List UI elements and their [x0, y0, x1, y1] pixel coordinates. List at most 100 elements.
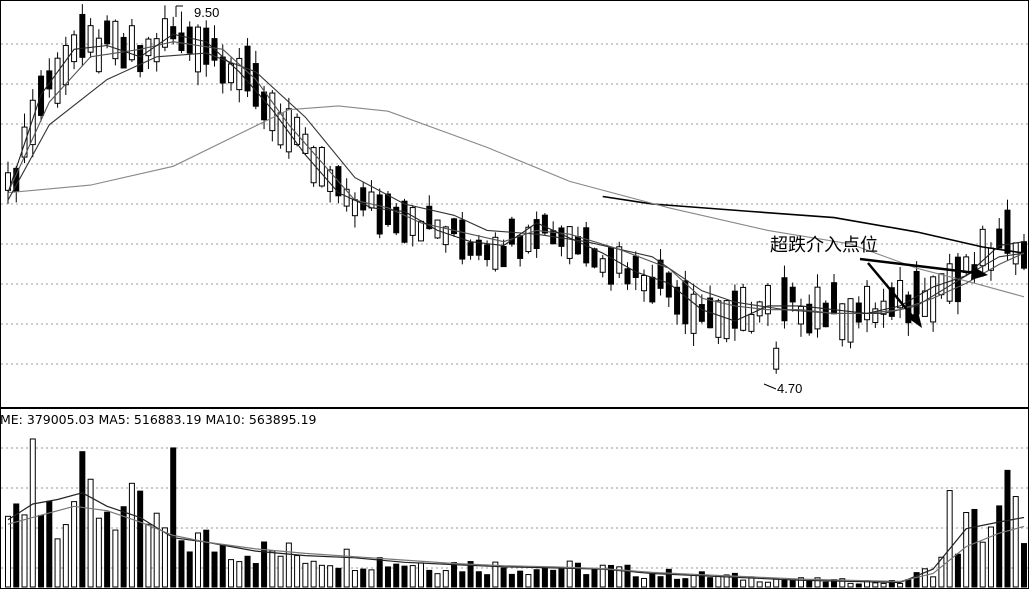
candle-body [29, 99, 36, 146]
candle-body [318, 146, 325, 187]
candle-body [252, 63, 259, 107]
volume-bar [442, 570, 449, 588]
volume-bar [178, 540, 185, 588]
volume-ma-lines [7, 492, 1025, 584]
volume-bar [814, 577, 821, 588]
candle-body [748, 313, 755, 332]
annotation-label: 超跌介入点位 [770, 235, 878, 255]
volume-bar [492, 561, 499, 588]
volume-bar [566, 560, 573, 588]
candle-body [773, 347, 780, 370]
volume-bar [62, 524, 69, 588]
volume-bar [599, 564, 606, 588]
volume-bar [393, 563, 400, 588]
volume-bar [649, 573, 656, 588]
volume-bar [781, 579, 788, 588]
volume-bar [467, 561, 474, 588]
annotation-arrow-down [867, 262, 915, 319]
candle-body [649, 276, 656, 303]
candle-body [641, 274, 648, 292]
candle-body [79, 13, 86, 58]
candle-body [574, 236, 581, 255]
volume-bar [71, 501, 78, 588]
candle-body [153, 38, 160, 63]
volume-bar [335, 567, 342, 588]
volume-bar [533, 569, 540, 588]
price-panel: 9.50 4.70 超跌介入点位 [0, 0, 1029, 408]
volume-bar [905, 579, 912, 588]
candle-body [624, 268, 631, 285]
volume-bar [120, 506, 127, 588]
candle-body [806, 303, 813, 334]
annotation-arrow-right [859, 257, 977, 275]
volume-bar [1004, 469, 1011, 588]
volume-bar [550, 569, 557, 588]
volume-bar [418, 562, 425, 588]
volume-bar [946, 490, 953, 588]
annotation: 超跌介入点位 [770, 235, 988, 328]
ma-line [7, 52, 1025, 314]
volume-panel: ME: 379005.03 MA5: 516883.19 MA10: 56389… [0, 408, 1029, 589]
volume-bar [731, 572, 738, 588]
candle-body [393, 206, 400, 234]
candle-body [71, 34, 78, 63]
low-marker-line [763, 383, 777, 390]
volume-bar [541, 567, 548, 588]
candle-body [616, 246, 623, 274]
volume-bar [789, 579, 796, 588]
candle-body [599, 258, 606, 273]
volume-bar [228, 559, 235, 588]
candle-body [112, 20, 119, 60]
candle-body [368, 191, 375, 209]
volume-bar [104, 511, 111, 588]
volume-bar [632, 576, 639, 588]
volume-bar [79, 451, 86, 588]
volume-bar [269, 550, 276, 588]
candle-body [351, 199, 358, 217]
candle-body [426, 205, 433, 230]
candle-body [376, 194, 383, 235]
candle-body [285, 108, 292, 153]
volume-bar [938, 556, 945, 588]
volume-ma-line [7, 505, 1025, 583]
volume-bar [368, 569, 375, 588]
volume-bar [583, 574, 590, 588]
ma-line [7, 41, 1025, 314]
volume-header: ME: 379005.03 MA5: 516883.19 MA10: 56389… [0, 412, 317, 427]
volume-bar [963, 512, 970, 588]
candle-body [1021, 241, 1027, 269]
volume-bar [310, 560, 317, 588]
volume-bar [153, 512, 160, 588]
volume-bar [657, 576, 664, 588]
candle-body [632, 255, 639, 278]
volume-bar [500, 567, 507, 588]
low-label: 4.70 [777, 381, 802, 396]
volume-bar [847, 582, 854, 588]
volume-bar [219, 544, 226, 588]
volume-bar [698, 571, 705, 588]
volume-bar [797, 577, 804, 588]
volume-bars [5, 438, 1027, 588]
candle-body [888, 287, 895, 317]
candle-body [128, 25, 135, 61]
volume-bar [351, 570, 358, 588]
annotation-arrowhead-right [971, 266, 988, 280]
candle-body [500, 245, 507, 268]
candle-body [418, 220, 425, 242]
candle-body [789, 286, 796, 303]
volume-bar [773, 578, 780, 588]
candle-body [740, 286, 747, 331]
volume-bar [261, 541, 268, 588]
ma-line [7, 33, 1025, 322]
volume-bar [376, 557, 383, 588]
volume-bar [459, 571, 466, 588]
candle-body [137, 45, 144, 73]
volume-bar [715, 575, 722, 588]
volume-bar [508, 573, 515, 588]
high-label: 9.50 [194, 5, 219, 20]
candle-body [475, 239, 482, 256]
volume-bar [723, 574, 730, 588]
volume-bar [822, 581, 829, 588]
volume-bar [616, 566, 623, 588]
annotation-arrowhead-down [908, 311, 922, 328]
